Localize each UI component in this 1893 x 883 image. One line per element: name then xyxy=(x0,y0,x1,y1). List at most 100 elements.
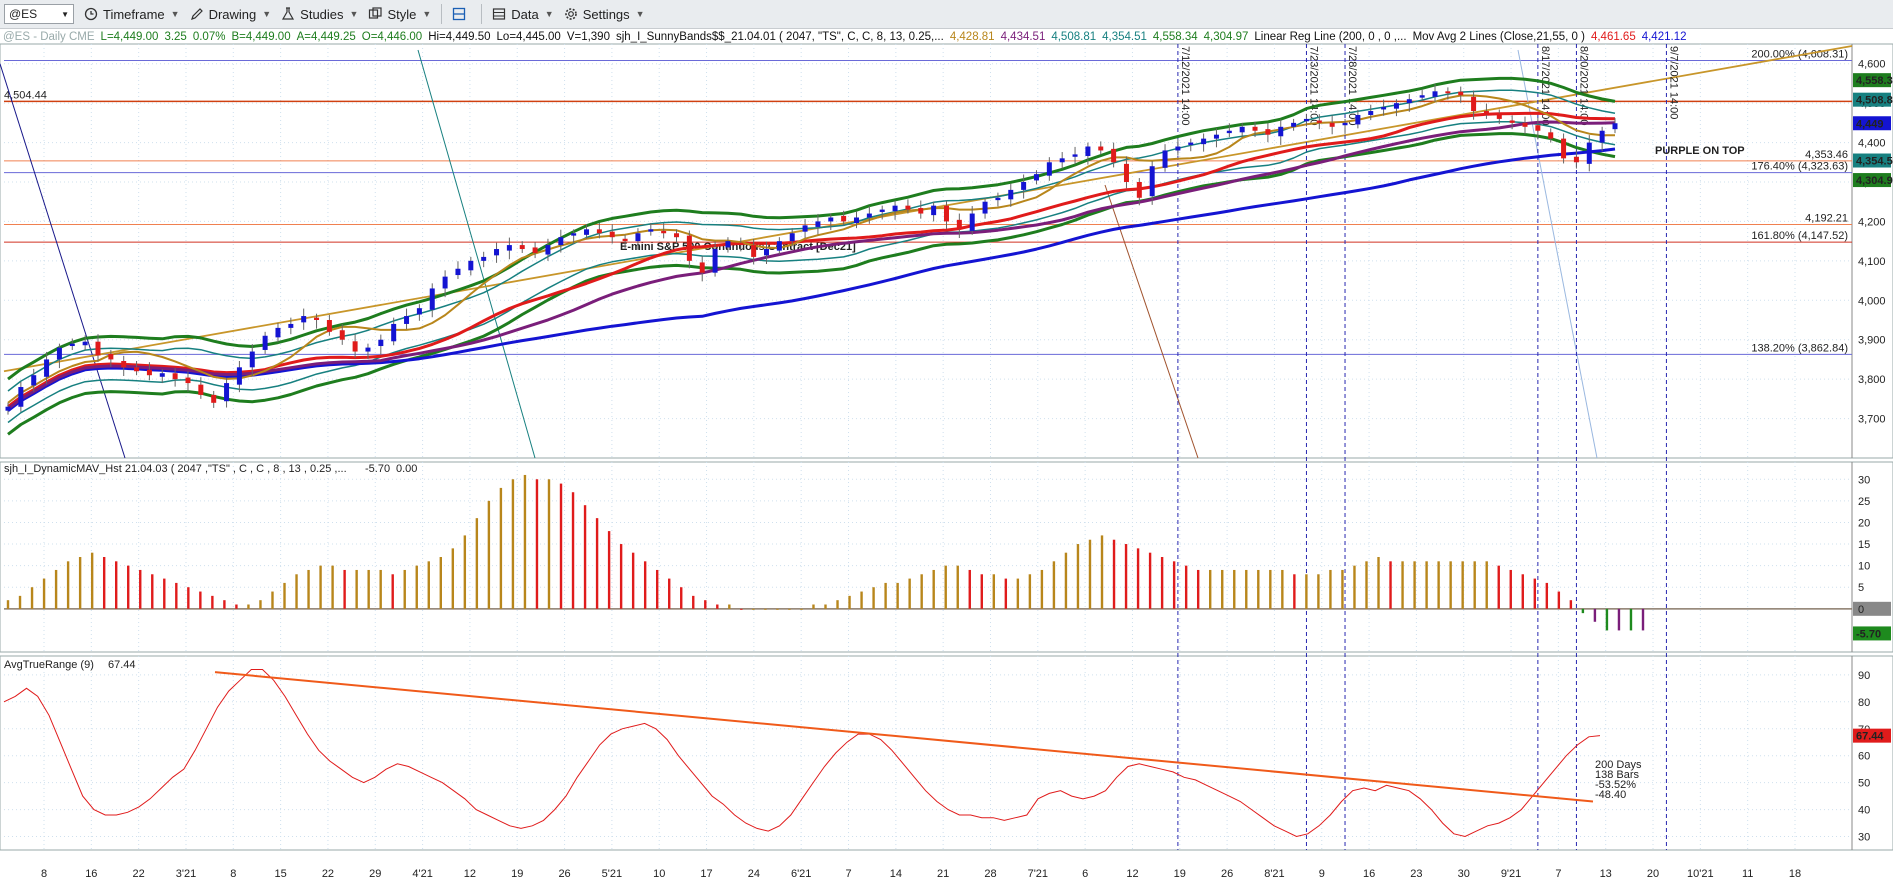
histogram-bar xyxy=(90,552,94,609)
histogram-bar xyxy=(403,569,406,609)
x-tick-label: 19 xyxy=(1174,868,1186,880)
candle-body xyxy=(789,233,795,242)
candle-body xyxy=(146,369,152,376)
layout-button[interactable] xyxy=(452,7,471,21)
candle-body xyxy=(661,230,667,234)
symbol-line: @ES - Daily CME xyxy=(3,31,95,43)
settings-button[interactable]: Settings ▼ xyxy=(564,7,645,22)
candle-body xyxy=(1432,91,1438,97)
x-tick-label: 3'21 xyxy=(176,868,196,880)
histogram-bar xyxy=(451,548,455,609)
style-label: Style xyxy=(387,6,417,22)
y-tick-label: 25 xyxy=(1858,496,1870,508)
symbol-input[interactable]: @ES ▼ xyxy=(4,4,74,24)
candle-body xyxy=(185,377,191,384)
studies-button[interactable]: Studies ▼ xyxy=(281,7,358,22)
candle-body xyxy=(378,339,384,347)
candle-body xyxy=(635,233,641,242)
candle-body xyxy=(404,316,410,324)
candle-body xyxy=(5,406,11,411)
candle-body xyxy=(609,231,615,238)
histogram-bar xyxy=(1136,548,1140,609)
data-button[interactable]: Data ▼ xyxy=(492,7,554,22)
candle-body xyxy=(571,233,577,236)
histogram-bar xyxy=(1257,569,1260,609)
x-tick-label: 30 xyxy=(1458,868,1470,880)
candle-body xyxy=(1355,114,1361,125)
histogram-value-badge xyxy=(1853,626,1891,641)
candle-body xyxy=(995,197,1001,201)
histogram-bar xyxy=(30,587,34,609)
toolbar: @ES ▼ Timeframe ▼ Drawing ▼ Studies ▼ St… xyxy=(0,0,1893,29)
candle-body xyxy=(686,235,692,261)
candle-body xyxy=(481,256,487,261)
bands-value-1: 4,428.81 xyxy=(949,31,995,43)
drawing-button[interactable]: Drawing ▼ xyxy=(190,6,272,22)
price-badge-label: 4,558.3 xyxy=(1856,75,1893,87)
histogram-bar xyxy=(1269,569,1272,609)
candle-body xyxy=(725,241,731,248)
atr-trend-label: 200 Days xyxy=(1595,759,1642,771)
candle-body xyxy=(172,373,178,380)
studies-label: Studies xyxy=(300,6,344,22)
price-badge xyxy=(1853,153,1891,168)
timeframe-button[interactable]: Timeframe ▼ xyxy=(84,7,180,22)
candle-body xyxy=(1406,99,1412,104)
candle-body xyxy=(1265,129,1271,135)
slow-moving-average xyxy=(7,147,1616,412)
pane-3 xyxy=(0,655,1893,851)
candle-body xyxy=(815,221,821,227)
histogram-bar xyxy=(1196,569,1200,609)
bands-study-name: sjh_I_SunnyBands$$_21.04.01 ( 2047, "TS"… xyxy=(615,31,944,43)
histogram-bar xyxy=(439,557,442,609)
drawing-label: Drawing xyxy=(208,6,257,22)
style-button[interactable]: Style ▼ xyxy=(368,7,431,22)
histogram-bar xyxy=(535,479,539,609)
histogram-bar xyxy=(475,518,479,609)
caret-down-icon: ▼ xyxy=(262,9,272,19)
histogram-bar xyxy=(992,574,996,609)
y-tick-label: 4,100 xyxy=(1858,256,1886,268)
histogram-bar xyxy=(848,595,851,609)
histogram-bar xyxy=(42,578,46,609)
change-value: 3.25 xyxy=(164,31,187,43)
histogram-bar xyxy=(800,608,803,610)
symbol-dropdown-icon[interactable]: ▼ xyxy=(61,9,69,19)
x-tick-label: 9 xyxy=(1319,868,1325,880)
candle-body xyxy=(211,394,217,403)
histogram-bar xyxy=(1076,544,1080,609)
level-label: 4,504.44 xyxy=(4,89,47,101)
style-icon xyxy=(369,7,383,19)
candle-body xyxy=(18,387,24,407)
histogram-bar xyxy=(463,535,467,609)
trend-line xyxy=(417,49,536,459)
candle-body xyxy=(82,341,88,346)
histogram-bar xyxy=(1209,569,1212,609)
time-marker-label: 8/20/2021 14:00 xyxy=(1577,46,1589,126)
x-tick-label: 13 xyxy=(1600,868,1612,880)
histogram-bar xyxy=(66,561,70,609)
histogram-bar xyxy=(968,569,971,609)
histogram-bar xyxy=(728,604,731,609)
histogram-bar xyxy=(571,492,575,609)
candle-body xyxy=(1573,156,1579,163)
price-badge-label: 4,304.9 xyxy=(1856,175,1893,187)
candle-body xyxy=(905,205,911,210)
histogram-bar xyxy=(1569,600,1573,609)
x-tick-label: 17 xyxy=(700,868,712,880)
candle-body xyxy=(236,367,242,385)
candle-body xyxy=(828,217,834,222)
histogram-bar xyxy=(920,574,923,609)
candle-body xyxy=(751,245,757,257)
chart-area[interactable]: 8 16 22 3'21 8 15 22 29 4'21 12 19 26 5'21 10 17 24 6'21… xyxy=(0,28,1893,883)
time-marker-label: 7/23/2021 14:00 xyxy=(1307,46,1319,126)
histogram-bar xyxy=(1028,574,1032,609)
price-badge-label: 4,354.5 xyxy=(1856,156,1893,168)
level-label: 161.80% (4,147.52) xyxy=(1751,230,1848,242)
histogram-bar xyxy=(692,595,695,609)
histogram-bar xyxy=(1221,569,1224,609)
price-badge xyxy=(1853,73,1891,88)
histogram-bar xyxy=(944,565,947,609)
caret-down-icon: ▼ xyxy=(635,9,645,19)
candle-body xyxy=(1278,126,1284,137)
